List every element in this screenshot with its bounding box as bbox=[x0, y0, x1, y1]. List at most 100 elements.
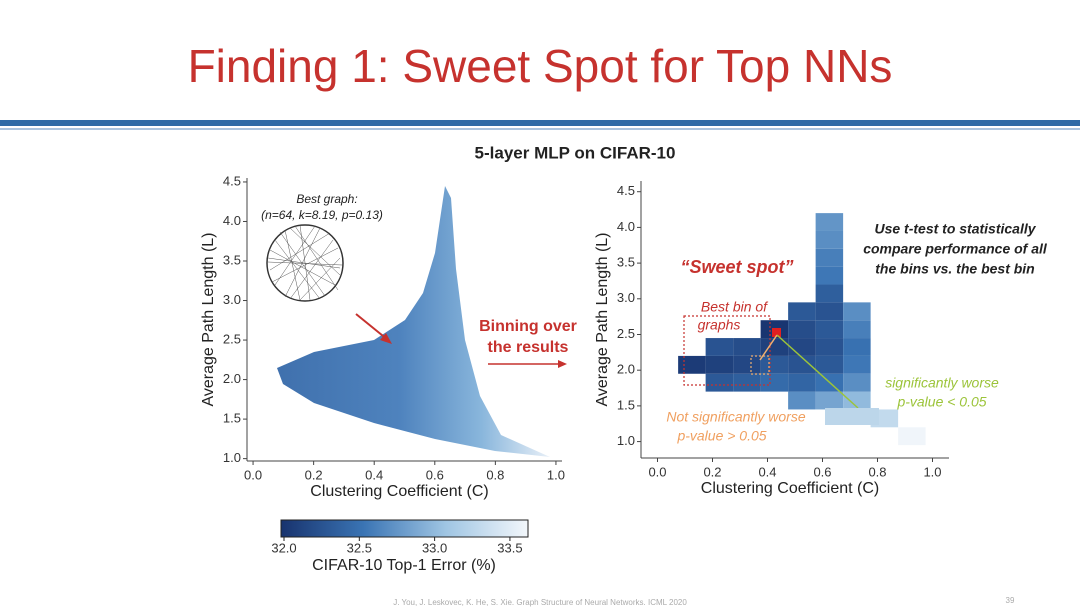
heatmap-cell bbox=[733, 355, 761, 374]
heatmap-cell bbox=[788, 391, 816, 410]
colorbar-tick-label: 33.0 bbox=[422, 540, 447, 555]
y-tick-label: 2.0 bbox=[223, 371, 241, 386]
heatmap-cell bbox=[678, 355, 706, 374]
x-axis-label: Clustering Coefficient (C) bbox=[310, 483, 488, 500]
heatmap-cell bbox=[815, 284, 844, 303]
middle-text: Binning over bbox=[479, 318, 577, 335]
x-tick-label: 0.0 bbox=[648, 464, 666, 479]
heatmap-cell bbox=[843, 355, 871, 374]
heatmap-cell bbox=[815, 230, 844, 249]
heatmap-cell bbox=[815, 355, 844, 374]
heatmap-cell bbox=[733, 373, 761, 392]
x-axis-label: Clustering Coefficient (C) bbox=[701, 480, 879, 497]
annotation: compare performance of all bbox=[863, 241, 1048, 257]
best-bin-marker bbox=[772, 328, 781, 337]
colorbar-label: CIFAR-10 Top-1 Error (%) bbox=[312, 557, 496, 574]
colorbar bbox=[280, 519, 529, 538]
annotation: Best graph: bbox=[296, 192, 357, 206]
x-tick-label: 0.4 bbox=[758, 464, 776, 479]
heatmap-cell bbox=[843, 302, 871, 321]
x-tick-label: 0.2 bbox=[703, 464, 721, 479]
title-rule-light bbox=[0, 128, 1080, 130]
colorbar-tick-label: 32.0 bbox=[271, 540, 296, 555]
arrow bbox=[759, 334, 778, 361]
heatmap-cell bbox=[705, 355, 734, 374]
worse-bin bbox=[825, 408, 879, 425]
heatmap-cell bbox=[733, 338, 761, 356]
title-rule bbox=[0, 120, 1080, 126]
heatmap-cell bbox=[788, 302, 816, 321]
x-tick-label: 0.2 bbox=[305, 467, 323, 482]
y-tick-label: 2.5 bbox=[617, 326, 635, 341]
heatmap-cell bbox=[705, 338, 734, 356]
heatmap-cell bbox=[843, 391, 871, 410]
x-tick-label: 0.6 bbox=[426, 467, 444, 482]
best-bin-box bbox=[683, 315, 771, 386]
annotation: Best bin of bbox=[701, 299, 769, 315]
annotation: p-value < 0.05 bbox=[896, 394, 986, 410]
heatmap-cell bbox=[815, 338, 844, 356]
y-tick-label: 3.0 bbox=[223, 292, 241, 307]
heatmap-cell bbox=[788, 355, 816, 374]
x-tick-label: 0.6 bbox=[813, 464, 831, 479]
annotation: the bins vs. the best bin bbox=[875, 261, 1034, 277]
y-tick-label: 2.5 bbox=[223, 331, 241, 346]
y-tick-label: 3.5 bbox=[617, 255, 635, 270]
colorbar-tick-label: 32.5 bbox=[347, 540, 372, 555]
citation: J. You, J. Leskovec, K. He, S. Xie. Grap… bbox=[393, 598, 687, 607]
y-tick-label: 1.5 bbox=[223, 411, 241, 426]
x-tick-label: 0.8 bbox=[868, 464, 886, 479]
figure-title: 5-layer MLP on CIFAR-10 bbox=[475, 143, 676, 162]
heatmap-cell bbox=[788, 320, 816, 339]
arrow-head bbox=[558, 360, 567, 368]
y-tick-label: 4.5 bbox=[223, 173, 241, 188]
y-tick-label: 3.5 bbox=[223, 252, 241, 267]
y-tick-label: 4.0 bbox=[223, 213, 241, 228]
heatmap-cell bbox=[815, 266, 844, 285]
heatmap-cell bbox=[760, 338, 789, 356]
y-tick-label: 4.0 bbox=[617, 219, 635, 234]
heatmap-cell bbox=[898, 427, 926, 446]
heatmap-cell bbox=[760, 355, 789, 374]
x-tick-label: 0.8 bbox=[486, 467, 504, 482]
arrow bbox=[355, 313, 389, 341]
heatmap-cell bbox=[760, 373, 789, 392]
annotation: p-value > 0.05 bbox=[676, 428, 766, 444]
heatmap-cell bbox=[788, 373, 816, 392]
heatmap-cell bbox=[815, 320, 844, 339]
annotation: Use t-test to statistically bbox=[874, 221, 1036, 237]
annotation: (n=64, k=8.19, p=0.13) bbox=[261, 208, 383, 222]
x-tick-label: 0.4 bbox=[365, 467, 383, 482]
scatter-cloud bbox=[277, 186, 550, 457]
example-bin-box bbox=[750, 355, 770, 375]
arrow-head bbox=[380, 333, 392, 344]
middle-text: the results bbox=[488, 339, 569, 356]
y-tick-label: 1.0 bbox=[223, 450, 241, 465]
annotation: Not significantly worse bbox=[666, 409, 805, 425]
heatmap-cells bbox=[678, 213, 926, 446]
x-tick-label: 1.0 bbox=[547, 467, 565, 482]
annotation: graphs bbox=[698, 317, 741, 333]
heatmap-cell bbox=[705, 373, 734, 392]
y-tick-label: 4.5 bbox=[617, 183, 635, 198]
y-axis-label: Average Path Length (L) bbox=[200, 232, 217, 406]
heatmap-cell bbox=[843, 373, 871, 392]
slide-title: Finding 1: Sweet Spot for Top NNs bbox=[188, 40, 893, 92]
heatmap-cell bbox=[815, 213, 844, 231]
x-tick-label: 0.0 bbox=[244, 467, 262, 482]
annotation: “Sweet spot” bbox=[680, 257, 793, 277]
annotation: significantly worse bbox=[885, 375, 999, 391]
arrow bbox=[776, 334, 859, 409]
heatmap-cell bbox=[843, 320, 871, 339]
y-tick-label: 1.0 bbox=[617, 433, 635, 448]
heatmap-cell bbox=[843, 338, 871, 356]
page-number: 39 bbox=[1006, 596, 1015, 605]
heatmap-cell bbox=[815, 391, 844, 410]
y-tick-label: 2.0 bbox=[617, 362, 635, 377]
x-tick-label: 1.0 bbox=[923, 464, 941, 479]
colorbar-tick-label: 33.5 bbox=[497, 540, 522, 555]
y-tick-label: 3.0 bbox=[617, 290, 635, 305]
heatmap-cell bbox=[815, 302, 844, 321]
graph-drawing bbox=[266, 224, 344, 302]
